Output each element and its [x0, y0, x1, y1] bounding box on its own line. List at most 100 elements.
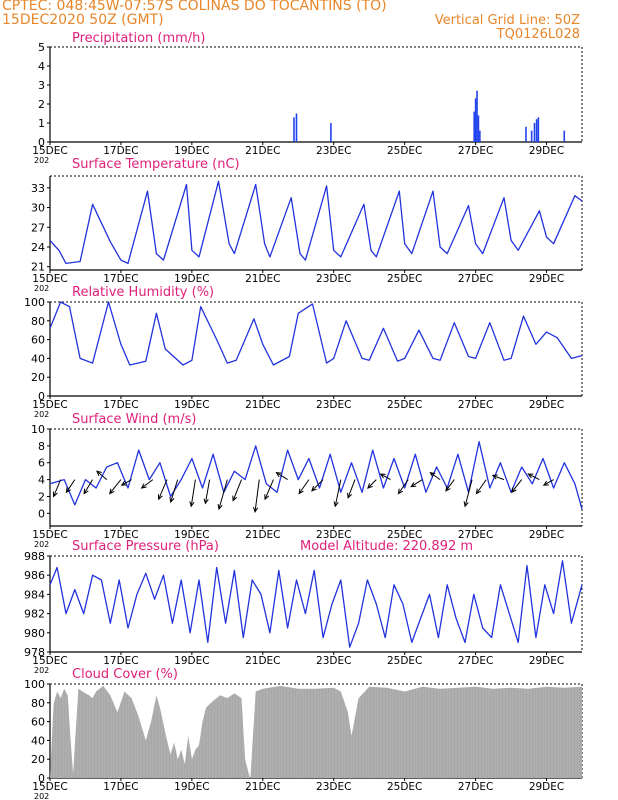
precip-bar [474, 98, 477, 142]
precip-bar [295, 113, 298, 142]
wind-arrow [528, 473, 540, 481]
wind-arrow [264, 479, 274, 500]
x-tick-label: 19DEC [174, 399, 209, 411]
x-tick-label: 29DEC [529, 145, 564, 157]
panel-title: Relative Humidity (%) [72, 285, 214, 300]
panel-title: Surface Temperature (nC) [72, 157, 240, 172]
x-tick-label: 25DEC [387, 399, 422, 411]
x-tick-label: 25DEC [387, 529, 422, 541]
wind-arrow [53, 479, 62, 497]
wind-arrow [334, 479, 342, 507]
precip-bar [477, 115, 480, 142]
y-tick-label: 80 [31, 697, 45, 710]
wind-arrow [96, 470, 108, 480]
wind-arrowhead [120, 480, 127, 486]
x-tick-label: 17DEC [103, 655, 138, 667]
wind-arrowhead [491, 474, 498, 480]
wind-arrowhead [475, 488, 482, 495]
panel-precip: 0 1 2 3 4 5 15DEC 17DEC 19DEC 21DEC 23DEC 25DEC 27DE… [32, 31, 583, 165]
x-tick-label: 25DEC [387, 781, 422, 793]
precip-bar [530, 130, 533, 142]
temp-line [49, 180, 583, 265]
wind-arrowhead [275, 471, 282, 478]
x-tick-label: 21DEC [245, 145, 280, 157]
wind-arrowhead [264, 494, 270, 501]
x-tick-label: 25DEC [387, 655, 422, 667]
x-tick-label: 29DEC [529, 781, 564, 793]
y-tick-label: 21 [31, 261, 45, 274]
y-tick-label: 0 [38, 390, 45, 403]
wind-arrow [170, 479, 179, 503]
y-tick-label: 3 [38, 79, 45, 92]
x-tick-label: 15DEC [32, 399, 67, 411]
panel-temp: 21 24 27 30 33 15DEC 17DEC 19DEC 21DEC 23DEC 25DEC… [31, 157, 583, 293]
x-tick-label: 19DEC [174, 529, 209, 541]
wind-arrowhead [511, 487, 517, 494]
x-tick-label: 21DEC [245, 273, 280, 285]
wind-arrowhead [527, 473, 534, 479]
wind-arrow [367, 479, 377, 489]
wind-arrow [464, 479, 473, 507]
y-tick-label: 6 [38, 457, 45, 470]
y-tick-label: 986 [24, 569, 45, 582]
header: CPTEC: 048:45W-07:57S COLINAS DO TOCANTI… [0, 0, 618, 60]
year-label: 202 [34, 792, 49, 800]
panel-cloud: 0 20 40 60 80 100 15DEC 17DEC 19DEC 21DEC 23DEC 25D… [24, 667, 583, 800]
y-tick-label: 80 [31, 315, 45, 328]
y-tick-label: 60 [31, 716, 45, 729]
x-tick-label: 23DEC [316, 781, 351, 793]
panel-subtitle: Model Altitude: 220.892 m [300, 539, 473, 554]
wind-arrowhead [311, 485, 317, 492]
precip-bar [535, 119, 538, 142]
precip-bar [479, 130, 481, 142]
precip-bar [330, 123, 332, 142]
x-tick-label: 19DEC [174, 273, 209, 285]
y-tick-label: 4 [38, 60, 45, 73]
x-tick-label: 17DEC [103, 781, 138, 793]
y-tick-label: 0 [38, 772, 45, 785]
x-tick-label: 29DEC [529, 655, 564, 667]
y-tick-label: 40 [31, 352, 45, 365]
y-tick-label: 100 [24, 296, 45, 309]
wind-arrow [66, 479, 76, 493]
wind-arrow [430, 472, 441, 481]
panel-title: Surface Wind (m/s) [72, 412, 196, 427]
wind-arrowhead [298, 488, 304, 495]
y-tick-label: 30 [31, 202, 45, 215]
x-tick-label: 27DEC [458, 655, 493, 667]
wind-arrow [410, 479, 423, 488]
y-tick-label: 100 [24, 678, 45, 691]
wind-arrow [380, 473, 391, 481]
wind-arrow [298, 479, 310, 494]
x-tick-label: 15DEC [32, 273, 67, 285]
x-tick-label: 27DEC [458, 399, 493, 411]
panel-pres: 978 980 982 984 986 988 15DEC 17DEC 19DEC 21DEC 23… [24, 539, 583, 675]
x-tick-label: 23DEC [316, 145, 351, 157]
y-tick-label: 24 [31, 241, 45, 254]
wind-arrow [398, 479, 409, 494]
panel-rh: 0 20 40 60 80 100 15DEC 17DEC 19DEC 21DEC 23DEC 25D… [24, 285, 583, 419]
precip-bar [293, 117, 295, 142]
x-tick-label: 27DEC [458, 781, 493, 793]
x-tick-label: 23DEC [316, 655, 351, 667]
x-tick-label: 21DEC [245, 655, 280, 667]
wind-arrowhead [463, 501, 469, 508]
wind-arrowhead [379, 473, 386, 479]
x-tick-label: 17DEC [103, 399, 138, 411]
y-tick-label: 5 [38, 41, 45, 54]
year-label: 202 [34, 284, 49, 293]
wind-arrow [311, 479, 324, 492]
wind-arrow [218, 479, 228, 510]
wind-arrow [347, 479, 356, 498]
y-tick-label: 988 [24, 550, 45, 563]
x-tick-label: 19DEC [174, 145, 209, 157]
wind-arrowhead [203, 498, 209, 505]
x-tick-label: 27DEC [458, 145, 493, 157]
wind-arrow [445, 479, 455, 492]
panel-title: Surface Pressure (hPa) [72, 539, 219, 554]
wind-arrow [276, 472, 288, 481]
wind-arrow [141, 479, 154, 489]
y-tick-label: 0 [38, 507, 45, 520]
